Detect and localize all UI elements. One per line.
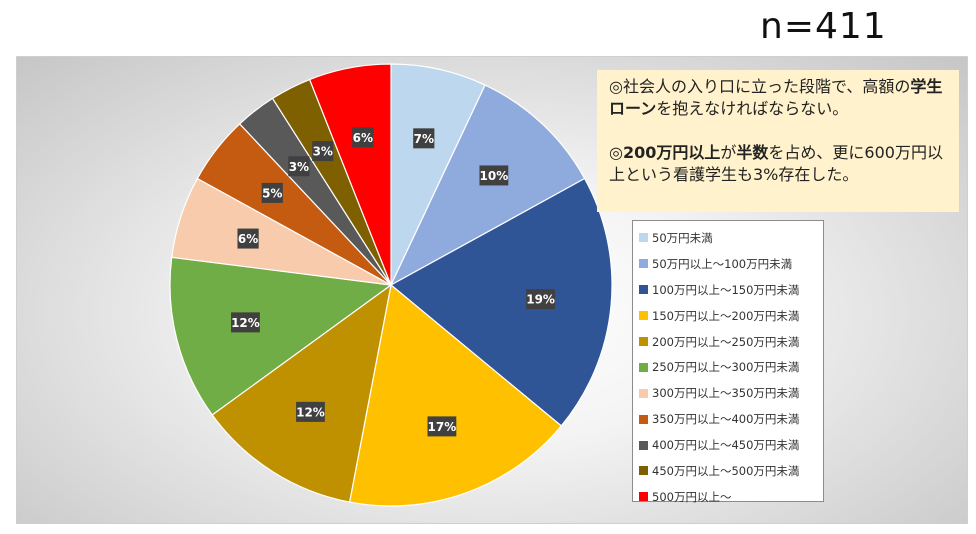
legend-label: 200万円以上～250万円未満 xyxy=(652,334,800,349)
legend-label: 450万円以上～500万円未満 xyxy=(652,463,800,478)
pie-data-label-5: 12% xyxy=(296,401,325,422)
legend-swatch xyxy=(639,337,648,346)
sample-size-label: n=411 xyxy=(760,6,887,47)
legend-item-11: 500万円以上～ xyxy=(639,484,823,510)
data-label-box xyxy=(231,312,260,333)
pie-slice-4 xyxy=(348,283,563,507)
legend-swatch xyxy=(639,492,648,502)
data-label-text: 19% xyxy=(526,293,555,307)
data-label-box xyxy=(413,128,435,149)
pie-data-labels: 7% 10% 19% 17% 12% 12% 6% 5% 3% 3% 6% xyxy=(231,127,556,437)
data-label-box xyxy=(312,141,334,162)
pie-data-label-8: 5% xyxy=(261,182,283,203)
pie-data-label-11: 6% xyxy=(352,127,374,148)
data-label-text: 12% xyxy=(296,405,325,419)
data-label-text: 5% xyxy=(262,186,282,200)
data-label-text: 7% xyxy=(414,132,434,146)
data-label-box xyxy=(526,289,556,310)
data-label-box xyxy=(479,165,509,186)
legend-swatch xyxy=(639,285,648,295)
pie-data-label-1: 7% xyxy=(413,128,435,149)
legend-swatch xyxy=(639,440,648,450)
pie-data-label-2: 10% xyxy=(479,165,509,186)
data-label-box xyxy=(427,416,457,437)
legend-item-8: 350万円以上～400万円未満 xyxy=(639,406,823,432)
legend-item-2: 50万円以上～100万円未満 xyxy=(639,251,823,277)
data-label-text: 12% xyxy=(231,316,260,330)
legend-label: 50万円以上～100万円未満 xyxy=(652,256,793,271)
data-label-box xyxy=(261,182,283,203)
data-label-text: 10% xyxy=(480,169,509,183)
data-label-box xyxy=(352,127,374,148)
data-label-text: 17% xyxy=(428,420,457,434)
annotation-note: ◎社会人の入り口に立った段階で、高額の学生ローンを抱えなければならない。 ◎20… xyxy=(597,70,959,212)
legend-item-1: 50万円未満 xyxy=(639,225,823,251)
data-label-text: 3% xyxy=(289,160,309,174)
pie-slice-6 xyxy=(169,256,393,416)
legend-label: 250万円以上～300万円未満 xyxy=(652,360,800,375)
legend-item-10: 450万円以上～500万円未満 xyxy=(639,458,823,484)
pie-slices xyxy=(169,63,613,507)
legend-swatch xyxy=(639,311,648,321)
legend-label: 500万円以上～ xyxy=(652,489,732,504)
legend-swatch xyxy=(639,414,648,424)
data-label-box xyxy=(288,156,310,177)
pie-slice-11 xyxy=(308,63,392,286)
legend-item-5: 200万円以上～250万円未満 xyxy=(639,329,823,355)
data-label-text: 6% xyxy=(353,131,373,145)
legend-label: 300万円以上～350万円未満 xyxy=(652,386,800,401)
note-line-1: ◎社会人の入り口に立った段階で、高額の学生ローンを抱えなければならない。 xyxy=(609,77,943,118)
legend-swatch xyxy=(639,466,648,476)
pie-data-label-3: 19% xyxy=(526,289,556,310)
legend-item-3: 100万円以上～150万円未満 xyxy=(639,277,823,303)
legend-item-7: 300万円以上～350万円未満 xyxy=(639,380,823,406)
data-label-box xyxy=(296,401,325,422)
pie-data-label-9: 3% xyxy=(288,156,310,177)
pie-data-label-4: 17% xyxy=(427,416,457,437)
legend-swatch xyxy=(639,259,648,269)
data-label-box xyxy=(237,228,259,249)
legend-swatch xyxy=(639,362,648,372)
chart-legend: 50万円未満 50万円以上～100万円未満 100万円以上～150万円未満 150万円… xyxy=(632,220,824,504)
legend-item-6: 250万円以上～300万円未満 xyxy=(639,354,823,380)
legend-label: 400万円以上～450万円未満 xyxy=(652,438,800,453)
legend-item-9: 400万円以上～450万円未満 xyxy=(639,432,823,458)
pie-slice-3 xyxy=(389,177,613,427)
legend-label: 50万円未満 xyxy=(652,230,713,245)
legend-swatch xyxy=(639,388,648,398)
legend-label: 150万円以上～200万円未満 xyxy=(652,308,800,323)
note-line-2: ◎200万円以上が半数を占め、更に600万円以上という看護学生も3%存在した。 xyxy=(609,143,943,184)
pie-data-label-7: 6% xyxy=(237,228,259,249)
data-label-text: 3% xyxy=(313,145,333,159)
legend-swatch xyxy=(639,233,648,243)
pie-slice-5 xyxy=(211,283,392,503)
legend-label: 350万円以上～400万円未満 xyxy=(652,412,800,427)
pie-data-label-10: 3% xyxy=(312,141,334,162)
legend-label: 100万円以上～150万円未満 xyxy=(652,282,800,297)
data-label-text: 6% xyxy=(238,232,258,246)
pie-data-label-6: 12% xyxy=(231,312,260,333)
legend-item-4: 150万円以上～200万円未満 xyxy=(639,303,823,329)
